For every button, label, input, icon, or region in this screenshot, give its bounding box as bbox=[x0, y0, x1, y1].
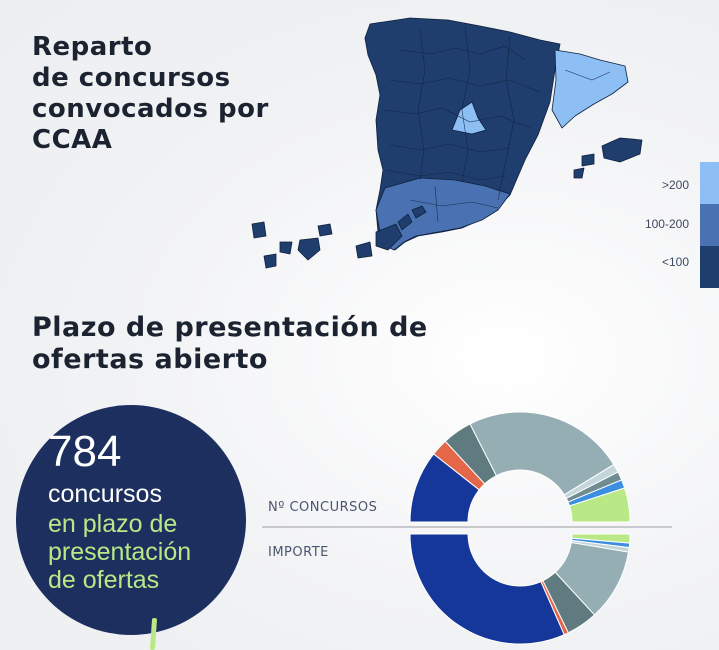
donut-bottom-half bbox=[409, 533, 631, 645]
spain-region-map bbox=[251, 17, 643, 269]
map-region-canary-4 bbox=[263, 253, 277, 269]
map-title: Reparto de concursos convocados por CCAA bbox=[32, 32, 322, 156]
count-sublabel: en plazo de presentación de ofertas bbox=[48, 510, 248, 594]
map-region-canary-3 bbox=[251, 221, 267, 239]
count-sub-line-2: presentación bbox=[48, 538, 192, 566]
count-sub-line-3: de ofertas bbox=[48, 566, 160, 594]
map-region-madrid bbox=[451, 101, 487, 135]
legend-label-mid: 100-200 bbox=[644, 217, 689, 231]
map-region-canary-7 bbox=[375, 223, 403, 251]
count-number: 784 bbox=[48, 427, 122, 476]
count-badge bbox=[16, 405, 246, 635]
map-region-catalonia bbox=[551, 49, 629, 129]
map-region-canary-2 bbox=[317, 223, 333, 237]
map-region-balearic-1 bbox=[601, 137, 643, 163]
legend-swatch-mid bbox=[700, 204, 719, 246]
donut-divider bbox=[262, 526, 672, 528]
deadline-title: Plazo de presentación de ofertas abierto bbox=[32, 312, 502, 376]
map-region-balearic-2 bbox=[581, 153, 595, 167]
map-title-line-2: de concursos bbox=[32, 63, 231, 93]
legend-swatch-low bbox=[700, 246, 719, 288]
map-region-canary-8 bbox=[397, 213, 413, 231]
legend-label-low: <100 bbox=[661, 255, 689, 269]
donut-top-segment-7 bbox=[568, 487, 631, 523]
deadline-title-line-2: ofertas abierto bbox=[32, 344, 268, 375]
legend-swatch-high bbox=[700, 162, 719, 204]
donut-bottom-segment-6 bbox=[409, 533, 565, 645]
split-donut-chart bbox=[409, 411, 631, 645]
map-title-line-4: CCAA bbox=[32, 125, 113, 155]
map-title-line-3: convocados por bbox=[32, 94, 269, 124]
map-region-balearic-3 bbox=[573, 167, 585, 179]
map-title-line-1: Reparto bbox=[32, 32, 153, 62]
map-region-canary-9 bbox=[411, 205, 427, 219]
donut-label-amount: IMPORTE bbox=[268, 545, 329, 560]
count-sub-line-1: en plazo de bbox=[48, 510, 178, 538]
legend-label-high: >200 bbox=[661, 178, 689, 192]
donut-top-half bbox=[409, 411, 631, 523]
donut-top-segment-3 bbox=[469, 411, 615, 496]
count-label: concursos bbox=[48, 480, 162, 508]
map-region-canary-5 bbox=[279, 241, 293, 255]
map-region-canary-1 bbox=[297, 237, 321, 261]
donut-label-count: Nº CONCURSOS bbox=[268, 500, 378, 515]
deadline-title-line-1: Plazo de presentación de bbox=[32, 312, 428, 343]
map-region-canary-6 bbox=[355, 241, 373, 259]
